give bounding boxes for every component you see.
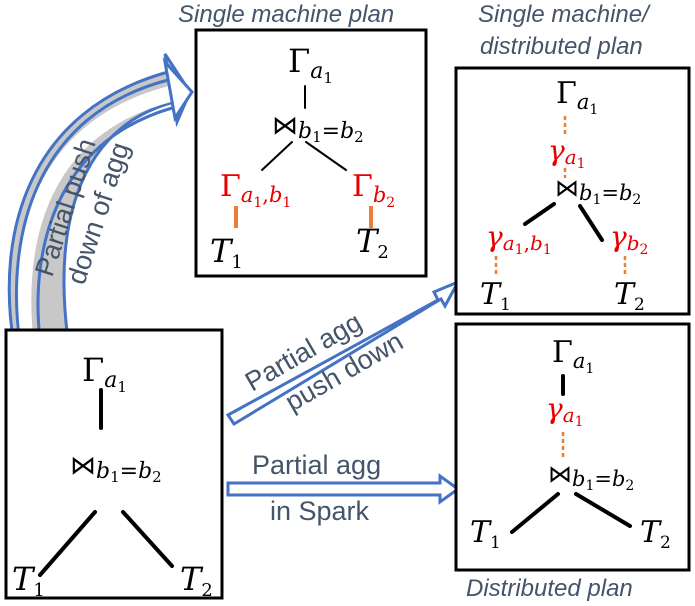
svg-text:⋈b1=b2: ⋈b1=b2 (70, 451, 162, 486)
caption-single-machine: Single machine plan (178, 1, 394, 28)
caption-distributed: Distributed plan (466, 575, 633, 602)
spark-label-line2: in Spark (270, 496, 370, 526)
curved-arrow-partial-push-down: Partial push down of agg (7, 53, 194, 354)
svg-text:T2: T2 (640, 515, 671, 553)
svg-text:Γa1: Γa1 (82, 351, 127, 396)
svg-text:Γa1: Γa1 (556, 76, 598, 118)
svg-text:Γa1: Γa1 (288, 42, 333, 87)
svg-text:γb2: γb2 (610, 220, 648, 258)
svg-text:Γa1,b1: Γa1,b1 (220, 169, 291, 211)
svg-text:γa1,b1: γa1,b1 (486, 220, 552, 258)
svg-text:T2: T2 (180, 560, 213, 601)
svg-text:T1: T1 (12, 560, 45, 601)
panel-original-plan: Γa1 ⋈b1=b2 T1 T2 (4, 328, 224, 601)
svg-text:γa1: γa1 (546, 392, 584, 430)
panel-single-machine-plan: Γa1 ⋈b1=b2 Γa1,b1 Γb2 T1 T2 (194, 28, 428, 278)
svg-text:⋈b1=b2: ⋈b1=b2 (555, 174, 641, 208)
panel-distributed-plan: Γa1 γa1 ⋈b1=b2 T1 T2 (454, 322, 691, 572)
svg-text:T1: T1 (470, 515, 501, 553)
svg-text:T1: T1 (210, 232, 243, 273)
svg-text:⋈b1=b2: ⋈b1=b2 (548, 460, 634, 494)
svg-text:γa1: γa1 (548, 134, 586, 172)
svg-text:T1: T1 (480, 277, 511, 315)
svg-text:Γb2: Γb2 (352, 169, 395, 211)
svg-text:⋈b1=b2: ⋈b1=b2 (272, 111, 364, 146)
caption-single-distributed-line2: distributed plan (480, 33, 643, 60)
panel-single-distributed-plan: Γa1 γa1 ⋈b1=b2 γa1,b1 γb2 T1 T2 (454, 66, 691, 316)
arrow-partial-agg-in-spark: Partial agg in Spark (226, 450, 461, 526)
arrow-partial-agg-push-down: Partial agg push down (225, 278, 462, 427)
svg-text:T2: T2 (614, 277, 645, 315)
spark-label-line1: Partial agg (252, 450, 381, 480)
svg-text:Γa1: Γa1 (552, 335, 594, 377)
caption-single-distributed-line1: Single machine/ (478, 1, 651, 28)
svg-text:T2: T2 (356, 222, 389, 263)
